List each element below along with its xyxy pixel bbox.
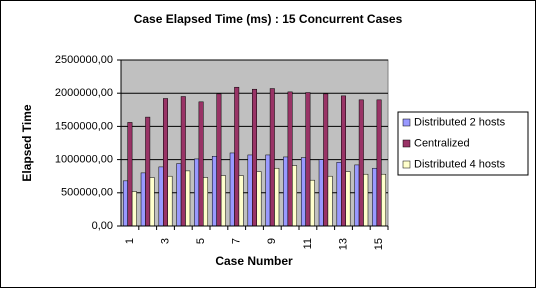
x-tick-label: 3 <box>159 238 171 244</box>
bar <box>256 171 262 227</box>
chart-title: Case Elapsed Time (ms) : 15 Concurrent C… <box>134 12 403 26</box>
bar <box>265 154 271 227</box>
legend-label: Distributed 2 hosts <box>414 116 506 128</box>
bar <box>140 172 146 227</box>
bar <box>194 158 200 227</box>
bar <box>363 173 369 227</box>
x-tick-label: 7 <box>231 238 243 244</box>
legend-swatch <box>402 139 411 148</box>
bar <box>158 166 164 227</box>
bar <box>198 101 204 227</box>
bar <box>252 88 257 227</box>
bar <box>216 93 222 227</box>
x-tick-label: 9 <box>266 238 278 244</box>
y-tick-label: 2000000,00 <box>55 87 113 99</box>
bar <box>211 156 217 227</box>
bar <box>376 99 382 227</box>
x-tick-label: 11 <box>302 238 314 249</box>
x-tick-label: 1 <box>124 238 136 244</box>
bar <box>345 171 351 227</box>
bar <box>203 177 209 227</box>
bar <box>336 162 342 227</box>
bar <box>274 167 280 227</box>
y-tick-label: 0,00 <box>92 220 113 232</box>
bar <box>327 175 333 227</box>
legend-swatch <box>402 160 411 169</box>
legend-label: Centralized <box>414 137 470 149</box>
x-tick-label: 15 <box>373 238 385 250</box>
bar <box>300 157 306 227</box>
bar <box>127 122 133 227</box>
legend-swatch <box>402 118 411 127</box>
bar <box>180 96 186 227</box>
bar <box>234 86 240 227</box>
bar <box>229 152 235 227</box>
legend-label: Distributed 4 hosts <box>414 158 506 170</box>
x-axis-label: Case Number <box>215 254 293 268</box>
y-axis-label: Elapsed Time <box>20 104 34 181</box>
bar <box>292 165 298 227</box>
bar <box>220 175 226 227</box>
bar <box>269 88 275 227</box>
bar <box>318 159 324 227</box>
x-tick-label: 13 <box>337 238 349 250</box>
y-tick-label: 500000,00 <box>61 187 113 199</box>
bar <box>309 179 315 227</box>
bar <box>185 170 191 227</box>
bar <box>354 164 360 227</box>
legend-box <box>397 111 529 176</box>
bar <box>167 175 173 227</box>
bar <box>247 154 253 227</box>
bar <box>341 95 346 227</box>
bar <box>122 180 128 227</box>
bar <box>323 93 329 227</box>
y-tick-label: 2500000,00 <box>55 54 113 66</box>
bar <box>238 175 244 227</box>
bar <box>283 156 289 227</box>
bar <box>145 116 151 227</box>
x-tick-label: 5 <box>195 238 207 244</box>
bar <box>372 167 378 227</box>
bar <box>381 173 387 227</box>
bar <box>149 177 155 227</box>
bar <box>163 98 168 227</box>
bar <box>287 91 293 227</box>
bar <box>176 163 182 227</box>
y-tick-label: 1500000,00 <box>55 120 113 132</box>
bar <box>131 191 137 227</box>
bar <box>305 92 311 227</box>
bar <box>358 99 364 227</box>
y-tick-label: 1000000,00 <box>55 154 113 166</box>
